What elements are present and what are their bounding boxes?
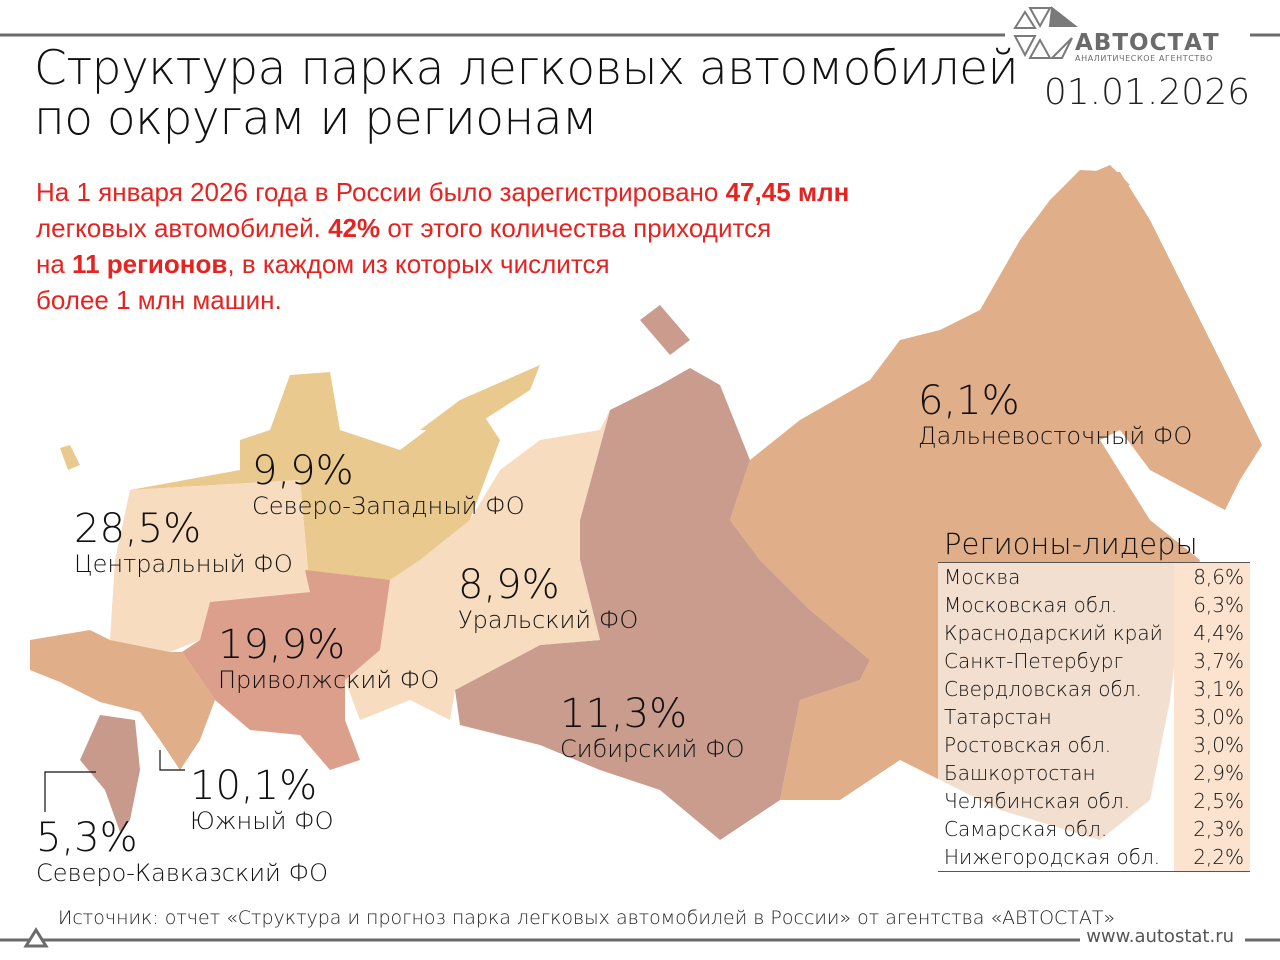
region-share: 3,7% bbox=[1174, 647, 1250, 675]
leaders-table: Регионы-лидеры Москва 8,6% Московская обл.… bbox=[938, 526, 1250, 872]
label-north-caucasus: 5,3% Северо-Кавказский ФО bbox=[36, 815, 329, 887]
north-caucasus-district bbox=[80, 715, 140, 832]
region-share: 2,2% bbox=[1174, 843, 1250, 871]
leaders-title: Регионы-лидеры bbox=[938, 526, 1250, 563]
leader-row: Московская обл. 6,3% bbox=[938, 591, 1250, 619]
kaliningrad bbox=[60, 445, 80, 470]
label-ural: 8,9% Уральский ФО bbox=[458, 562, 639, 634]
label-siberian: 11,3% Сибирский ФО bbox=[560, 691, 745, 763]
label-far-east: 6,1% Дальневосточный ФО bbox=[918, 378, 1193, 450]
region-name: Татарстан bbox=[938, 703, 1174, 731]
leader-row: Татарстан 3,0% bbox=[938, 703, 1250, 731]
region-share: 2,9% bbox=[1174, 759, 1250, 787]
source-note: Источник: отчет «Структура и прогноз пар… bbox=[58, 907, 1116, 929]
region-share: 3,0% bbox=[1174, 731, 1250, 759]
leader-row: Санкт-Петербург 3,7% bbox=[938, 647, 1250, 675]
volga-district bbox=[182, 570, 390, 770]
region-name: Башкортостан bbox=[938, 759, 1174, 787]
page-title: Структура парка легковых автомобилей по … bbox=[34, 41, 1019, 146]
title-line-2: по округам и регионам bbox=[34, 91, 597, 146]
logo-subtitle: АНАЛИТИЧЕСКОЕ АГЕНТСТВО bbox=[1075, 54, 1213, 63]
title-line-1: Структура парка легковых автомобилей bbox=[34, 41, 1019, 96]
region-share: 3,0% bbox=[1174, 703, 1250, 731]
label-central: 28,5% Центральный ФО bbox=[74, 506, 293, 578]
leader-row: Краснодарский край 4,4% bbox=[938, 619, 1250, 647]
footer-logo-icon bbox=[23, 927, 49, 948]
region-name: Московская обл. bbox=[938, 591, 1174, 619]
region-share: 2,5% bbox=[1174, 787, 1250, 815]
leader-row: Ростовская обл. 3,0% bbox=[938, 731, 1250, 759]
website-link[interactable]: www.autostat.ru bbox=[1080, 926, 1240, 947]
leader-row: Челябинская обл. 2,5% bbox=[938, 787, 1250, 815]
central-district bbox=[110, 480, 310, 652]
region-name: Москва bbox=[938, 563, 1174, 591]
logo-name: АВТОСТАТ bbox=[1075, 30, 1220, 56]
south-district bbox=[30, 630, 215, 770]
region-share: 6,3% bbox=[1174, 591, 1250, 619]
leader-row: Самарская обл. 2,3% bbox=[938, 815, 1250, 843]
region-name: Нижегородская обл. bbox=[938, 843, 1174, 871]
region-name: Санкт-Петербург bbox=[938, 647, 1174, 675]
leader-row: Башкортостан 2,9% bbox=[938, 759, 1250, 787]
report-date: 01.01.2026 bbox=[1043, 72, 1250, 113]
leader-row: Свердловская обл. 3,1% bbox=[938, 675, 1250, 703]
label-volga: 19,9% Приволжский ФО bbox=[218, 622, 440, 694]
novaya-zemlya bbox=[420, 365, 540, 432]
region-share: 2,3% bbox=[1174, 815, 1250, 843]
region-name: Челябинская обл. bbox=[938, 787, 1174, 815]
intro-text: На 1 января 2026 года в России было заре… bbox=[36, 177, 850, 315]
siberian-island bbox=[640, 305, 690, 355]
north-caucasus-leader-line bbox=[44, 771, 96, 812]
region-share: 8,6% bbox=[1174, 563, 1250, 591]
leader-row: Нижегородская обл. 2,2% bbox=[938, 843, 1250, 871]
region-name: Свердловская обл. bbox=[938, 675, 1174, 703]
south-leader-line bbox=[159, 750, 185, 771]
label-northwest: 9,9% Северо-Западный ФО bbox=[252, 448, 525, 520]
region-name: Самарская обл. bbox=[938, 815, 1174, 843]
leader-row: Москва 8,6% bbox=[938, 563, 1250, 591]
far-east-island bbox=[1075, 165, 1130, 195]
region-share: 4,4% bbox=[1174, 619, 1250, 647]
region-share: 3,1% bbox=[1174, 675, 1250, 703]
region-name: Краснодарский край bbox=[938, 619, 1174, 647]
autostat-logo-icon bbox=[1013, 6, 1078, 59]
siberian-district bbox=[455, 368, 870, 840]
ural-district bbox=[345, 410, 610, 720]
label-south: 10,1% Южный ФО bbox=[190, 763, 334, 835]
region-name: Ростовская обл. bbox=[938, 731, 1174, 759]
northwest-district bbox=[130, 372, 500, 592]
